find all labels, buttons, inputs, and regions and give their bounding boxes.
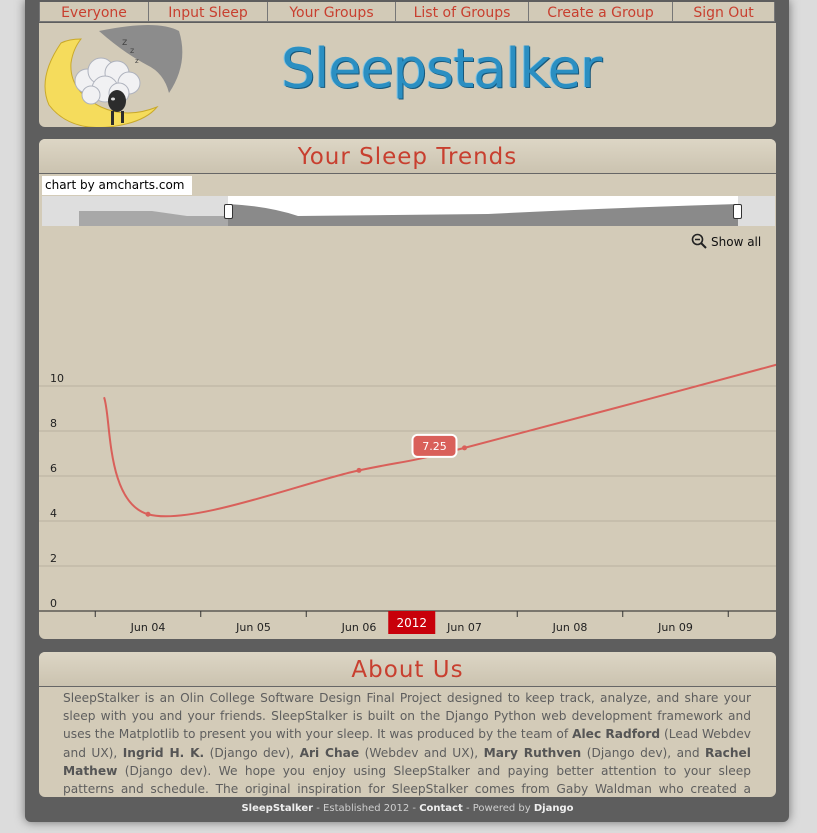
site-title[interactable]: Sleepstalker [281,37,602,100]
svg-text:z: z [130,46,134,55]
trends-header: Your Sleep Trends [39,139,776,174]
data-points [145,445,467,517]
x-tick-label: Jun 07 [446,621,482,634]
top-nav: Everyone Input Sleep Your Groups List of… [39,2,775,22]
y-axis-ticks: 0 2 4 6 8 10 [50,372,64,610]
chart-credit-link[interactable]: chart by amcharts.com [42,176,193,195]
about-title: About Us [351,657,464,683]
y-tick-label: 6 [50,462,57,475]
sleep-hours-line[interactable] [103,363,776,518]
year-label: 2012 [396,616,427,630]
about-panel: About Us SleepStalker is an Olin College… [39,652,776,797]
about-text: SleepStalker is an Olin College Software… [63,689,751,797]
y-tick-label: 8 [50,417,57,430]
about-text-part: (Django dev), [204,745,300,760]
scrollbar-selection-preview [228,204,738,226]
y-tick-label: 0 [50,597,57,610]
data-point[interactable] [356,467,362,473]
team-member-name: Alec Radford [572,727,661,742]
nav-your-groups[interactable]: Your Groups [267,2,396,22]
footer-contact-link[interactable]: Contact [419,803,463,814]
sleep-trends-panel: Your Sleep Trends chart by amcharts.com … [39,139,776,639]
y-tick-label: 10 [50,372,64,385]
show-all-label: Show all [711,235,762,249]
scrollbar-left-grip[interactable] [224,204,233,219]
team-member-name: Ari Chae [299,745,360,760]
about-text-part: (Lead Webdev and UX), [63,727,751,760]
about-text-part: SleepStalker is an Olin College Software… [63,691,751,742]
nav-create-group[interactable]: Create a Group [528,2,673,22]
zoom-out-icon [691,233,707,249]
nav-sign-out[interactable]: Sign Out [672,2,775,22]
scrollbar-selection[interactable] [228,196,738,226]
about-text-part: (Django dev). We hope you enjoy using Sl… [63,763,751,797]
x-tick-label: Jun 04 [130,621,166,634]
moon-sheep-logo[interactable]: z z z [39,23,189,127]
footer-django-link[interactable]: Django [533,803,574,814]
site-header: z z z Sleepstalker [39,23,776,127]
footer-established: - Established 2012 - [313,803,420,814]
data-point[interactable] [145,511,151,517]
scrollbar-right-grip[interactable] [733,204,742,219]
team-member-name: Mary Ruthven [483,745,582,760]
svg-text:z: z [122,37,127,48]
trends-title: Your Sleep Trends [297,144,518,170]
data-point[interactable] [462,445,467,451]
nav-list-of-groups[interactable]: List of Groups [395,2,529,22]
nav-everyone[interactable]: Everyone [39,2,149,22]
team-member-name: Rachel Mathew [63,745,751,778]
x-tick-label: Jun 06 [341,621,377,634]
year-badge: 2012 [388,611,436,634]
scrollbar-preview [79,211,228,226]
balloon-value: 7.25 [422,440,447,453]
value-balloon: 7.25 [411,433,458,458]
about-text-part: (Webdev and UX), [359,745,484,760]
footer-powered: - Powered by [462,803,534,814]
sleep-trend-chart[interactable]: 0 2 4 6 8 10 Jun 04 Jun 05 Jun 06 Jun 07 Jun 08 Ju… [39,226,776,639]
x-tick-label: Jun 08 [552,621,588,634]
chart-grid [39,385,776,567]
nav-input-sleep[interactable]: Input Sleep [148,2,268,22]
y-tick-label: 4 [50,507,57,520]
x-tick-label: Jun 05 [235,621,271,634]
chart-scrollbar[interactable] [42,196,775,226]
team-member-name: Ingrid H. K. [122,745,205,760]
about-header: About Us [39,652,776,687]
footer-brand[interactable]: SleepStalker [241,803,314,814]
footer: SleepStalker - Established 2012 - Contac… [39,803,776,814]
x-tick-label: Jun 09 [657,621,693,634]
svg-text:z: z [135,57,139,65]
about-text-part: (Django dev), and [581,745,706,760]
y-tick-label: 2 [50,552,57,565]
